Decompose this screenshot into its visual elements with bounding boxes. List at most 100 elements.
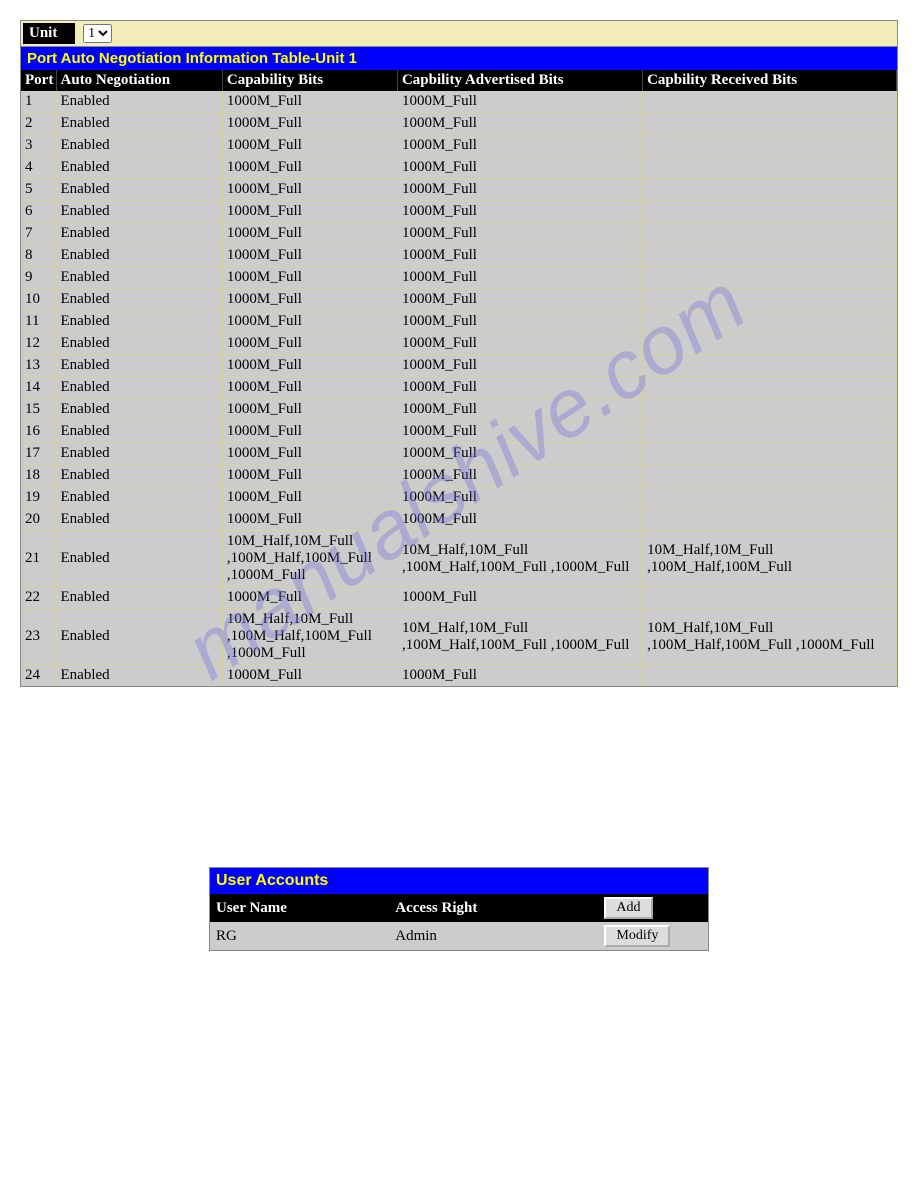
cell-port: 11 [21,311,56,333]
cell-cap: 1000M_Full [222,179,397,201]
table-row: 9Enabled1000M_Full1000M_Full [21,267,897,289]
cell-auto: Enabled [56,377,222,399]
cell-port: 17 [21,443,56,465]
cell-port: 15 [21,399,56,421]
cell-auto: Enabled [56,443,222,465]
cell-adv: 1000M_Full [397,113,642,135]
cell-port: 2 [21,113,56,135]
cell-auto: Enabled [56,531,222,587]
cell-port: 14 [21,377,56,399]
cell-cap: 1000M_Full [222,587,397,609]
cell-adv: 1000M_Full [397,311,642,333]
cell-port: 7 [21,223,56,245]
modify-button[interactable]: Modify [604,925,670,947]
cell-adv: 1000M_Full [397,665,642,687]
unit-select[interactable]: 1 [83,24,112,43]
cell-cap: 1000M_Full [222,157,397,179]
cell-rec: 10M_Half,10M_Full ,100M_Half,100M_Full [643,531,897,587]
neg-col-2: Capability Bits [222,70,397,91]
cell-rec: 10M_Half,10M_Full ,100M_Half,100M_Full ,… [643,609,897,665]
cell-rec [643,487,897,509]
cell-auto: Enabled [56,333,222,355]
cell-rec [643,289,897,311]
user-accounts-table: User Name Access Right Add RGAdminModify [210,894,708,950]
cell-rec [643,267,897,289]
cell-adv: 1000M_Full [397,135,642,157]
cell-port: 6 [21,201,56,223]
cell-auto: Enabled [56,465,222,487]
cell-adv: 1000M_Full [397,587,642,609]
cell-auto: Enabled [56,91,222,113]
table-row: 4Enabled1000M_Full1000M_Full [21,157,897,179]
cell-port: 10 [21,289,56,311]
unit-label: Unit [23,23,75,44]
cell-auto: Enabled [56,421,222,443]
neg-col-3: Capbility Advertised Bits [397,70,642,91]
cell-adv: 1000M_Full [397,267,642,289]
cell-adv: 1000M_Full [397,223,642,245]
cell-port: 16 [21,421,56,443]
cell-port: 13 [21,355,56,377]
cell-cap: 1000M_Full [222,135,397,157]
cell-auto: Enabled [56,113,222,135]
cell-port: 5 [21,179,56,201]
table-row: 13Enabled1000M_Full1000M_Full [21,355,897,377]
cell-cap: 1000M_Full [222,333,397,355]
table-row: 1Enabled1000M_Full1000M_Full [21,91,897,113]
cell-auto: Enabled [56,201,222,223]
user-row: RGAdminModify [210,922,708,950]
table-row: 7Enabled1000M_Full1000M_Full [21,223,897,245]
cell-cap: 1000M_Full [222,399,397,421]
cell-rec [643,399,897,421]
cell-cap: 1000M_Full [222,421,397,443]
cell-cap: 1000M_Full [222,443,397,465]
user-col-access: Access Right [389,894,598,922]
cell-auto: Enabled [56,487,222,509]
cell-auto: Enabled [56,665,222,687]
cell-adv: 1000M_Full [397,509,642,531]
table-row: 20Enabled1000M_Full1000M_Full [21,509,897,531]
cell-auto: Enabled [56,289,222,311]
cell-rec [643,311,897,333]
cell-auto: Enabled [56,245,222,267]
user-accounts-title: User Accounts [210,868,708,894]
cell-auto: Enabled [56,355,222,377]
neg-table-title: Port Auto Negotiation Information Table-… [21,47,897,70]
cell-adv: 1000M_Full [397,377,642,399]
cell-port: 4 [21,157,56,179]
cell-rec [643,377,897,399]
cell-adv: 1000M_Full [397,399,642,421]
table-row: 24Enabled1000M_Full1000M_Full [21,665,897,687]
cell-rec [643,135,897,157]
cell-auto: Enabled [56,179,222,201]
cell-rec [643,465,897,487]
cell-adv: 1000M_Full [397,91,642,113]
cell-adv: 1000M_Full [397,179,642,201]
cell-cap: 1000M_Full [222,377,397,399]
cell-auto: Enabled [56,311,222,333]
add-button[interactable]: Add [604,897,652,919]
user-accounts-panel: User Accounts User Name Access Right Add… [209,867,709,951]
cell-rec [643,421,897,443]
cell-adv: 1000M_Full [397,289,642,311]
cell-port: 21 [21,531,56,587]
cell-cap: 1000M_Full [222,267,397,289]
cell-cap: 1000M_Full [222,223,397,245]
cell-cap: 1000M_Full [222,355,397,377]
port-auto-negotiation-panel: Unit 1 Port Auto Negotiation Information… [20,20,898,687]
cell-rec [643,587,897,609]
cell-cap: 1000M_Full [222,201,397,223]
cell-rec [643,333,897,355]
cell-adv: 1000M_Full [397,465,642,487]
cell-port: 24 [21,665,56,687]
cell-port: 20 [21,509,56,531]
cell-port: 9 [21,267,56,289]
table-row: 6Enabled1000M_Full1000M_Full [21,201,897,223]
cell-cap: 10M_Half,10M_Full ,100M_Half,100M_Full ,… [222,609,397,665]
cell-adv: 1000M_Full [397,201,642,223]
cell-port: 12 [21,333,56,355]
neg-col-4: Capbility Received Bits [643,70,897,91]
cell-rec [643,665,897,687]
table-row: 12Enabled1000M_Full1000M_Full [21,333,897,355]
cell-adv: 1000M_Full [397,333,642,355]
